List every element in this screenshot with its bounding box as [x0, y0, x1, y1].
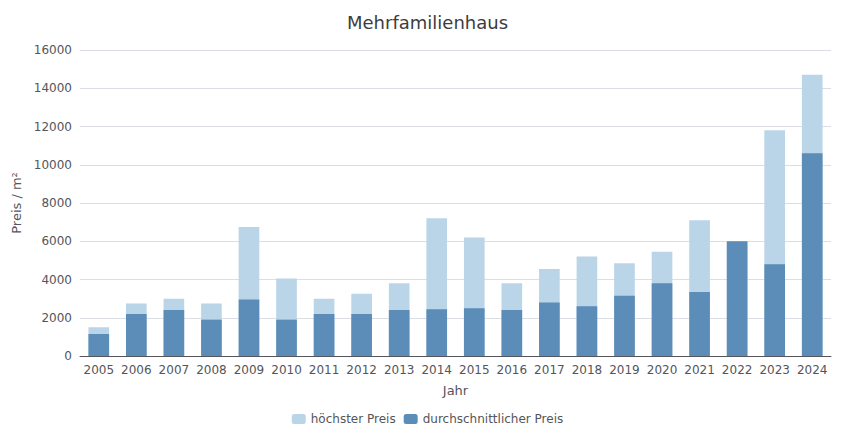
svg-text:Preis / m²: Preis / m² — [9, 172, 24, 234]
svg-text:2010: 2010 — [271, 363, 302, 377]
svg-text:2008: 2008 — [196, 363, 227, 377]
svg-text:2009: 2009 — [234, 363, 265, 377]
svg-text:2023: 2023 — [759, 363, 790, 377]
svg-text:2024: 2024 — [797, 363, 828, 377]
svg-text:Mehrfamilienhaus: Mehrfamilienhaus — [347, 12, 508, 33]
svg-text:2014: 2014 — [421, 363, 452, 377]
svg-text:2000: 2000 — [41, 311, 72, 325]
svg-text:12000: 12000 — [34, 120, 72, 134]
svg-text:4000: 4000 — [41, 273, 72, 287]
svg-text:2012: 2012 — [346, 363, 377, 377]
svg-text:2018: 2018 — [572, 363, 603, 377]
svg-text:2015: 2015 — [459, 363, 490, 377]
svg-text:2020: 2020 — [647, 363, 678, 377]
svg-text:2021: 2021 — [684, 363, 715, 377]
svg-text:2013: 2013 — [384, 363, 415, 377]
svg-text:Jahr: Jahr — [442, 383, 469, 398]
svg-text:6000: 6000 — [41, 234, 72, 248]
svg-text:2019: 2019 — [609, 363, 640, 377]
svg-text:2006: 2006 — [121, 363, 152, 377]
svg-text:14000: 14000 — [34, 81, 72, 95]
svg-text:2017: 2017 — [534, 363, 565, 377]
svg-text:16000: 16000 — [34, 43, 72, 57]
svg-text:10000: 10000 — [34, 158, 72, 172]
svg-text:höchster Preis: höchster Preis — [311, 412, 396, 426]
svg-text:durchschnittlicher Preis: durchschnittlicher Preis — [423, 412, 564, 426]
svg-text:2007: 2007 — [159, 363, 190, 377]
svg-text:2016: 2016 — [497, 363, 528, 377]
svg-text:0: 0 — [64, 349, 72, 363]
svg-text:2022: 2022 — [722, 363, 753, 377]
svg-text:2011: 2011 — [309, 363, 340, 377]
svg-text:2005: 2005 — [84, 363, 115, 377]
svg-text:8000: 8000 — [41, 196, 72, 210]
